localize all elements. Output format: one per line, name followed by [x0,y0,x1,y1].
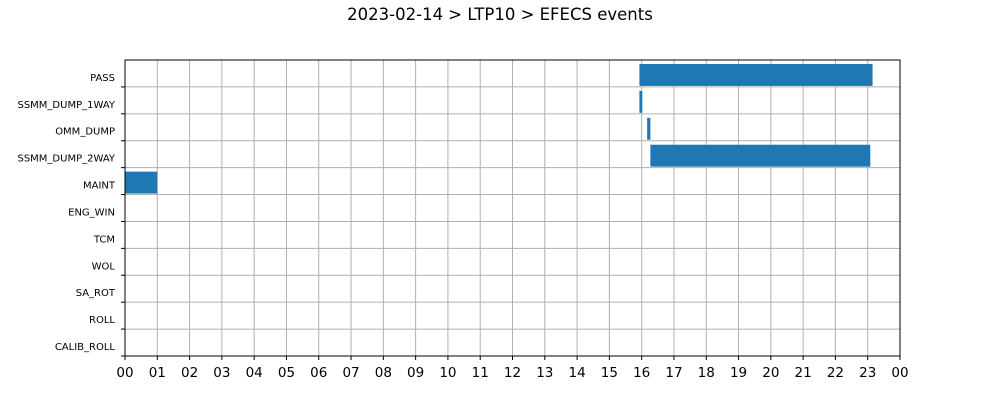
grid-layer [124,60,901,357]
y-tick-label: SA_ROT [76,288,116,299]
y-tick-label: TCM [93,234,115,245]
x-tick-label: 05 [278,365,295,381]
x-tick-label: 19 [730,365,747,381]
x-tick-label: 16 [633,365,650,381]
x-tick-label: 02 [181,365,198,381]
event-bar-pass [639,64,873,86]
x-tick-label: 06 [310,365,327,381]
bars-layer [125,64,873,194]
y-tick-label: ENG_WIN [68,207,115,218]
y-tick-label: WOL [92,261,116,272]
x-tick-label: 18 [698,365,715,381]
x-tick-label: 12 [504,365,521,381]
x-axis: 00 01 02 03 04 05 06 07 08 09 10 11 12 13 14 15 16 17 18 19… [116,356,909,381]
x-tick-label: 07 [342,365,359,381]
x-tick-label: 20 [762,365,779,381]
x-tick-label: 01 [149,365,166,381]
x-tick-label: 10 [439,365,456,381]
y-tick-label: SSMM_DUMP_1WAY [17,100,115,111]
y-tick-label: MAINT [83,181,116,192]
y-tick-label: OMM_DUMP [55,127,115,138]
x-tick-label: 23 [859,365,876,381]
x-tick-label: 13 [536,365,553,381]
x-tick-label: 03 [213,365,230,381]
x-tick-label: 00 [116,365,133,381]
x-tick-label: 21 [795,365,812,381]
x-tick-label: 22 [827,365,844,381]
event-bar-ssmm-dump-2way [650,144,871,167]
x-tick-label: 08 [375,365,392,381]
y-tick-label: CALIB_ROLL [55,342,116,353]
event-bar-maint [125,171,158,194]
x-tick-label: 14 [568,365,585,381]
event-bar-ssmm-dump-1way [639,90,643,113]
event-bar-omm-dump [647,117,651,140]
y-tick-label: PASS [90,73,115,84]
x-tick-label: 11 [472,365,489,381]
y-tick-label: SSMM_DUMP_2WAY [17,154,115,165]
x-tick-label: 00 [891,365,908,381]
y-axis: PASS SSMM_DUMP_1WAY OMM_DUMP SSMM_DUMP_2WAY… [17,73,125,357]
chart-title: 2023-02-14 > LTP10 > EFECS events [347,5,653,24]
y-tick-label: ROLL [89,315,115,326]
x-tick-label: 04 [246,365,263,381]
x-tick-label: 17 [665,365,682,381]
x-tick-label: 09 [407,365,424,381]
x-tick-label: 15 [601,365,618,381]
